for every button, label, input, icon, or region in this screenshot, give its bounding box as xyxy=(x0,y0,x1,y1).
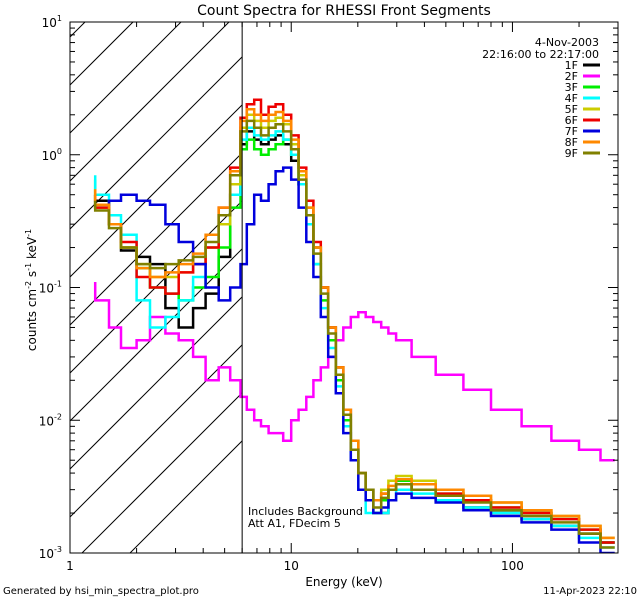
x-tick-label: 1 xyxy=(66,559,74,573)
legend-label-7F: 7F xyxy=(565,125,578,138)
legend-label-2F: 2F xyxy=(565,70,578,83)
series-line-3F xyxy=(93,138,615,544)
legend-label-5F: 5F xyxy=(565,103,578,116)
y-tick-label: 10-2 xyxy=(39,412,62,428)
x-axis-label: Energy (keV) xyxy=(305,575,382,589)
y-tick-label: 100 xyxy=(42,147,62,163)
x-tick-label: 100 xyxy=(501,559,524,573)
series-line-6F xyxy=(93,98,615,544)
legend-label-3F: 3F xyxy=(565,81,578,94)
annotation-background: Includes Background xyxy=(248,505,363,518)
axis-ticks xyxy=(69,21,619,554)
y-tick-label: 10-1 xyxy=(39,280,62,296)
series-line-9F xyxy=(93,119,615,549)
y-tick-label: 101 xyxy=(42,14,62,30)
x-tick-label: 10 xyxy=(284,559,299,573)
series-line-5F xyxy=(93,113,615,540)
series-line-1F xyxy=(93,130,615,544)
annotation-attenuator: Att A1, FDecim 5 xyxy=(248,517,341,530)
footer-generated-by: Generated by hsi_min_spectra_plot.pro xyxy=(3,586,199,597)
legend-label-6F: 6F xyxy=(565,114,578,127)
legend-label-1F: 1F xyxy=(565,59,578,72)
legend-time-range: 22:16:00 to 22:17:00 xyxy=(482,48,599,61)
chart-title: Count Spectra for RHESSI Front Segments xyxy=(197,3,491,19)
series-line-4F xyxy=(93,126,615,549)
legend-label-8F: 8F xyxy=(565,136,578,149)
series-line-7F xyxy=(93,166,615,553)
series-line-2F xyxy=(93,282,615,462)
y-tick-label: 10-3 xyxy=(39,545,62,561)
y-axis-label: counts cm-2 s-1 keV-1 xyxy=(24,229,39,351)
legend-label-4F: 4F xyxy=(565,92,578,105)
legend-date: 4-Nov-2003 xyxy=(535,36,599,49)
legend-label-9F: 9F xyxy=(565,147,578,160)
footer-timestamp: 11-Apr-2023 22:10 xyxy=(543,586,637,597)
